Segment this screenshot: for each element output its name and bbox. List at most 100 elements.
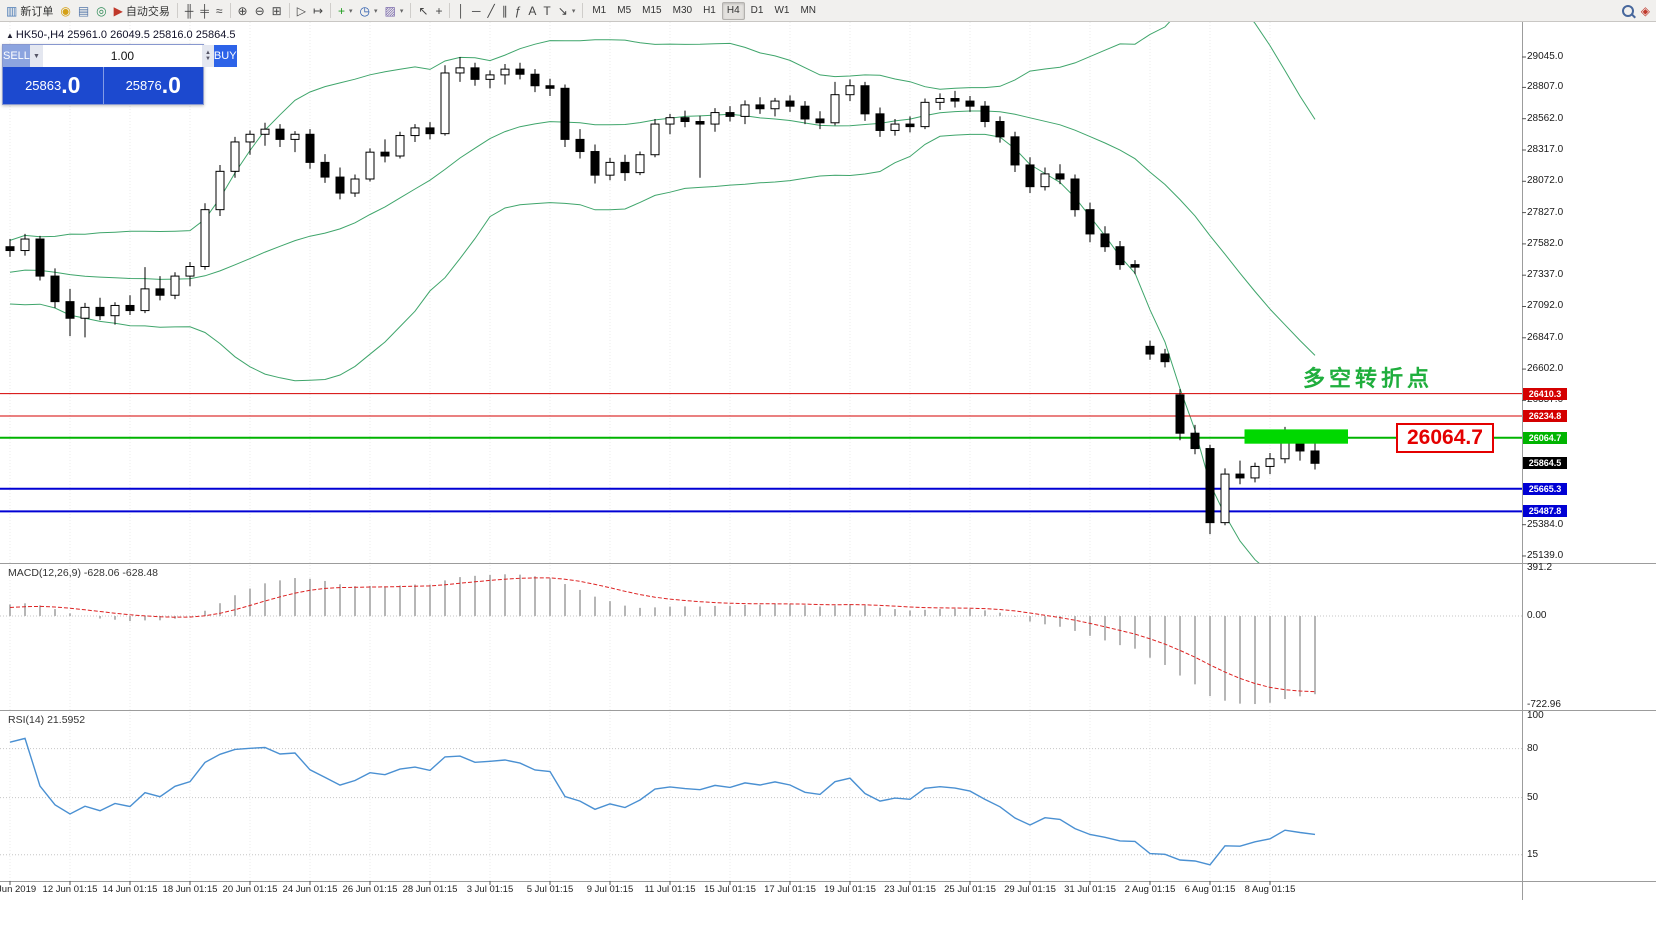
time-axis-label: 10 Jun 2019 <box>0 884 37 895</box>
trendline-icon: ╱ <box>487 3 495 18</box>
toolbar-separator <box>176 3 178 18</box>
timeframe-m1-button[interactable]: M1 <box>592 4 607 16</box>
market-watch-icon[interactable]: ▤ <box>75 2 92 20</box>
timeframe-m30-button[interactable]: M30 <box>672 4 693 16</box>
rsi-indicator-label: RSI(14) 21.5952 <box>8 714 86 726</box>
price-axis-label: 25384.0 <box>1527 519 1564 530</box>
timeframe-w1-button[interactable]: W1 <box>774 4 790 16</box>
news-icon[interactable]: ◈ <box>1638 2 1653 20</box>
dropdown-caret-icon: ▾ <box>399 7 404 15</box>
time-axis-label: 6 Aug 01:15 <box>1184 884 1236 895</box>
price-axis-label: 27337.0 <box>1527 269 1564 280</box>
price-axis-label: 25139.0 <box>1527 550 1564 561</box>
time-axis-label: 25 Jul 01:15 <box>944 884 996 895</box>
volume-input[interactable] <box>42 45 202 67</box>
community-icon[interactable]: ◎ <box>93 2 109 20</box>
time-axis-label: 28 Jun 01:15 <box>402 884 458 895</box>
zoom-in-icon[interactable]: ⊕ <box>235 2 251 20</box>
volume-up-icon[interactable]: ▲ <box>204 50 211 56</box>
current-price-chip: 25864.5 <box>1523 457 1567 469</box>
templates-icon: ▨ <box>384 3 396 18</box>
autotrading-button-label: 自动交易 <box>125 5 170 18</box>
periods-icon[interactable]: ◷ ▾ <box>357 2 381 20</box>
chart-canvas[interactable] <box>0 22 1656 947</box>
time-axis-label: 5 Jul 01:15 <box>526 884 574 895</box>
new-order-button[interactable]: ▥ 新订单 <box>3 2 56 20</box>
zoom-out-icon: ⊖ <box>254 3 265 18</box>
timeframe-h1-button[interactable]: H1 <box>703 4 716 16</box>
volume-down-icon[interactable]: ▼ <box>204 56 211 62</box>
line-chart-icon[interactable]: ≈ <box>213 2 226 20</box>
fibonacci-icon[interactable]: ƒ <box>512 2 525 20</box>
candlestick-chart-icon[interactable]: ╪ <box>197 2 212 20</box>
vertical-line-icon[interactable]: │ <box>454 2 468 20</box>
text-label-icon[interactable]: T <box>540 2 553 20</box>
cursor-icon[interactable]: ↖ <box>415 2 431 20</box>
price-axis-label: 27582.0 <box>1527 238 1564 249</box>
price-axis-label: 26602.0 <box>1527 363 1564 374</box>
crosshair-icon[interactable]: + <box>432 2 445 20</box>
sell-button[interactable]: SELL <box>3 45 30 67</box>
time-axis-label: 9 Jul 01:15 <box>586 884 634 895</box>
sound-alert-icon[interactable]: ◉ <box>57 2 73 20</box>
text-label-icon: T <box>543 3 551 18</box>
macd-axis-label: -722.96 <box>1527 699 1561 710</box>
zoom-out-icon[interactable]: ⊖ <box>252 2 268 20</box>
equidistant-channel-icon: ∥ <box>501 3 508 18</box>
tile-windows-icon[interactable]: ⊞ <box>269 2 285 20</box>
autotrading-button[interactable]: ▶ 自动交易 <box>111 2 173 20</box>
arrows-icon[interactable]: ↘ ▾ <box>555 2 579 20</box>
toolbar-separator <box>582 3 584 18</box>
candlestick-chart-icon: ╪ <box>200 3 209 18</box>
toolbar-separator <box>229 3 231 18</box>
time-axis-label: 14 Jun 01:15 <box>102 884 158 895</box>
indicators-icon[interactable]: + ▾ <box>335 2 356 20</box>
chart-region[interactable]: ▲ HK50-,H4 25961.0 26049.5 25816.0 25864.… <box>0 22 1656 947</box>
timeframe-m5-button[interactable]: M5 <box>617 4 632 16</box>
buy-button[interactable]: BUY <box>213 45 237 67</box>
vertical-line-icon: │ <box>457 3 465 18</box>
timeframe-mn-button[interactable]: MN <box>800 4 817 16</box>
ohlc-bars-icon[interactable]: ╫ <box>182 2 197 20</box>
search-icon <box>1621 4 1634 17</box>
auto-scroll-icon: ▷ <box>296 3 306 18</box>
dropdown-caret-icon: ▾ <box>349 7 353 15</box>
ohlc-bars-icon: ╫ <box>184 3 194 18</box>
time-axis-label: 19 Jul 01:15 <box>824 884 876 895</box>
text-icon[interactable]: A <box>525 2 539 20</box>
horizontal-line-icon[interactable]: ─ <box>469 2 484 20</box>
time-axis-label: 2 Aug 01:15 <box>1124 884 1176 895</box>
trendline-icon[interactable]: ╱ <box>484 2 497 20</box>
timeframe-d1-button[interactable]: D1 <box>750 4 764 16</box>
volume-dropdown-icon[interactable]: ▼ <box>29 45 43 67</box>
timeframe-h4-button[interactable]: H4 <box>721 1 745 20</box>
chart-shift-icon[interactable]: ↦ <box>310 2 326 20</box>
auto-scroll-icon[interactable]: ▷ <box>294 2 309 20</box>
price-level-chip: 25487.8 <box>1523 505 1567 517</box>
equidistant-channel-icon[interactable]: ∥ <box>499 2 511 20</box>
rsi-axis-label: 15 <box>1527 849 1539 860</box>
price-callout-label: 26064.7 <box>1396 423 1494 453</box>
time-axis-label: 15 Jul 01:15 <box>704 884 756 895</box>
cursor-icon: ↖ <box>418 3 429 18</box>
dropdown-caret-icon: ▾ <box>374 7 378 15</box>
time-axis-label: 8 Aug 01:15 <box>1244 884 1296 895</box>
line-chart-icon: ≈ <box>215 3 223 18</box>
volume-stepper[interactable]: ▼ ▲▼ <box>29 45 214 67</box>
templates-icon[interactable]: ▨ ▾ <box>382 2 407 20</box>
periods-icon: ◷ <box>359 3 371 18</box>
toolbar-separator <box>330 3 331 18</box>
volume-arrows[interactable]: ▲ ▼ <box>201 45 214 67</box>
macd-indicator-label: MACD(12,26,9) -628.06 -628.48 <box>8 567 158 579</box>
time-axis-label: 20 Jun 01:15 <box>222 884 278 895</box>
chart-title-text: HK50-,H4 25961.0 26049.5 25816.0 25864.5 <box>15 29 236 41</box>
community-icon: ◎ <box>96 3 107 18</box>
price-axis-label: 29045.0 <box>1527 51 1564 62</box>
timeframe-m15-button[interactable]: M15 <box>642 4 662 16</box>
buy-price[interactable]: 25876.0 <box>125 72 181 98</box>
indicators-icon: + <box>338 3 346 18</box>
sell-price[interactable]: 25863.0 <box>3 67 104 104</box>
toolbar-separator <box>410 3 412 18</box>
search-icon[interactable] <box>1619 2 1637 20</box>
price-level-chip: 26064.7 <box>1523 432 1567 444</box>
